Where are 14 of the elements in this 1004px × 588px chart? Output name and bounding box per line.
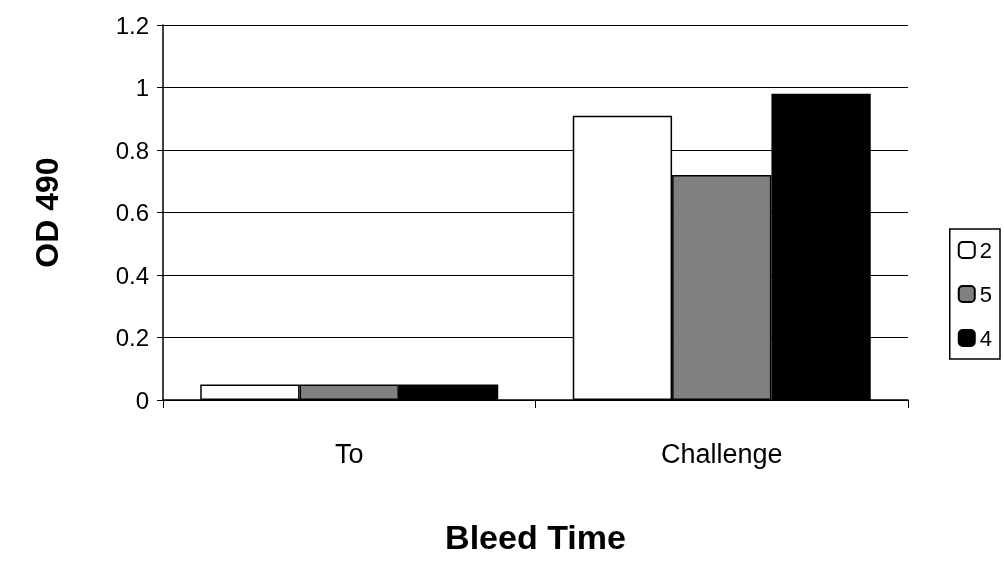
y-tick-label: 0.8 (115, 136, 149, 164)
y-tick-label: 0.4 (115, 261, 149, 289)
x-axis-title: Bleed Time (445, 518, 626, 556)
y-tick-label: 0.6 (115, 199, 149, 226)
y-tick-label: 1.2 (115, 11, 149, 39)
x-tick-label: To (334, 438, 364, 469)
legend-label: 4 (979, 325, 993, 351)
legend-label: 5 (979, 281, 993, 307)
y-tick-label: 1 (135, 74, 149, 101)
x-tick-label: Challenge (660, 438, 783, 469)
legend-label: 2 (979, 237, 993, 263)
y-tick-label: 0.2 (115, 324, 149, 351)
y-axis-title: OD 490 (29, 157, 65, 268)
y-tick-label: 0 (135, 386, 149, 414)
